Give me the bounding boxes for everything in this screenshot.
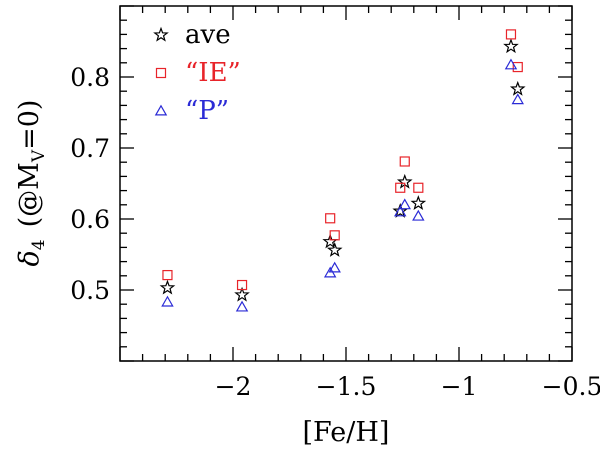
axis-ticks — [119, 5, 573, 362]
y-tick-label: 0.8 — [70, 63, 110, 92]
triangle-marker — [235, 300, 249, 312]
square-marker — [325, 213, 336, 224]
y-label-at: (@M — [14, 162, 45, 227]
legend-label: “IE” — [185, 58, 241, 88]
triangle-marker — [161, 295, 174, 307]
triangle-marker — [511, 93, 524, 105]
square-marker — [399, 156, 410, 167]
triangle-marker — [504, 58, 518, 70]
star-marker — [509, 80, 526, 96]
y-tick-label: 0.7 — [70, 134, 110, 163]
y-label-delta: δ — [14, 250, 45, 266]
triangle-marker — [398, 198, 411, 210]
legend-triangle-marker — [154, 104, 168, 116]
legend-square-marker — [155, 67, 167, 79]
star-marker — [503, 38, 519, 54]
data-markers — [159, 29, 526, 312]
y-label-sub: 4 — [29, 239, 49, 250]
x-tick-label: −1.5 — [316, 372, 377, 401]
square-marker — [512, 61, 523, 73]
legend-star-marker — [153, 26, 169, 42]
square-marker — [236, 279, 248, 291]
y-label-sub2: V — [29, 149, 49, 163]
legend-label: “P” — [185, 96, 229, 126]
star-marker — [159, 279, 176, 295]
square-marker — [395, 182, 406, 193]
star-marker — [326, 242, 343, 257]
star-marker — [234, 286, 250, 302]
square-marker — [413, 182, 424, 193]
x-axis-label: [Fe/H] — [303, 417, 390, 448]
svg-text:δ4(@MV=0): δ4 (@MV=0) — [14, 100, 49, 267]
legend: ave “IE” “P” — [153, 20, 241, 126]
y-axis-label: δ4 (@MV=0) — [14, 100, 49, 267]
square-marker — [162, 269, 173, 281]
x-tick-label: −2 — [215, 372, 252, 401]
triangle-marker — [328, 261, 341, 273]
triangle-marker — [412, 209, 425, 221]
square-marker — [505, 29, 517, 40]
triangle-marker — [394, 205, 407, 217]
y-tick-label: 0.5 — [70, 276, 110, 305]
legend-label: ave — [185, 20, 231, 50]
star-marker — [410, 195, 427, 211]
y-label-end: =0) — [14, 100, 45, 150]
x-tick-label: −1 — [441, 372, 478, 401]
x-tick-label: −0.5 — [542, 372, 600, 401]
square-marker — [329, 230, 340, 241]
y-tick-label: 0.6 — [70, 205, 110, 234]
tick-labels: −2 −1.5 −1 −0.5 0.5 0.6 0.7 0.8 — [70, 63, 600, 401]
